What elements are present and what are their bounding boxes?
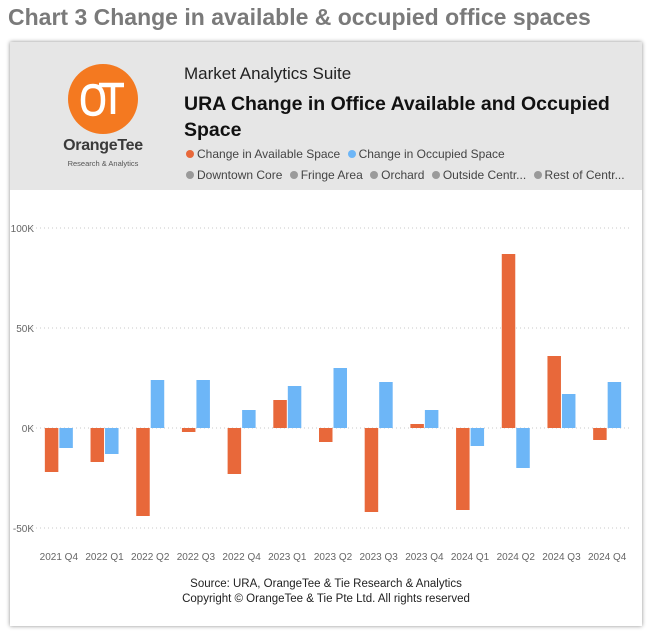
bar-occupied [379, 382, 393, 428]
bar-occupied [516, 428, 530, 468]
legend-dot-occupied-icon [347, 150, 356, 158]
bar-available [364, 428, 379, 512]
legend-dot-region-icon [370, 171, 379, 179]
legend-item-outside-central[interactable]: Outside Centr... [431, 168, 527, 182]
logo-ot-glyph-icon [80, 82, 124, 117]
legend-item-available[interactable]: Change in Available Space [186, 147, 340, 161]
x-tick-label: 2023 Q2 [314, 552, 353, 563]
bar-available [456, 428, 470, 510]
x-tick-label: 2022 Q1 [85, 552, 124, 563]
bar-occupied [59, 428, 73, 448]
bar-available [227, 428, 242, 474]
bar-available [136, 428, 150, 516]
legend-dot-region-icon [533, 171, 542, 179]
x-tick-label: 2024 Q2 [497, 552, 536, 563]
legend-measures: Change in Available Space Change in Occu… [186, 147, 509, 161]
bar-occupied [150, 380, 165, 428]
x-tick-label: 2023 Q3 [360, 552, 399, 563]
x-tick-label: 2021 Q4 [40, 552, 79, 563]
legend-regions: Downtown Core Fringe Area Orchard Outsid… [186, 168, 629, 182]
bar-available [44, 428, 59, 472]
legend-dot-region-icon [431, 171, 440, 179]
legend-item-rest-of-central[interactable]: Rest of Centr... [533, 168, 625, 182]
x-tick-label: 2024 Q1 [451, 552, 490, 563]
y-tick-label: -50K [13, 524, 34, 535]
bar-available [273, 400, 287, 428]
source-line: Source: URA, OrangeTee & Tie Research & … [190, 578, 462, 590]
bar-occupied [105, 428, 119, 454]
legend-item-orchard[interactable]: Orchard [370, 168, 424, 182]
legend-item-occupied[interactable]: Change in Occupied Space [347, 147, 505, 161]
logo-subtitle: Research & Analytics [67, 159, 139, 168]
bar-available [319, 428, 333, 442]
bar-occupied [607, 382, 622, 428]
bar-available [410, 424, 424, 428]
legend-label-region: Downtown Core [197, 168, 283, 182]
x-tick-label: 2022 Q4 [222, 552, 261, 563]
logo-circle-icon [68, 64, 138, 134]
suite-name: Market Analytics Suite [184, 64, 352, 83]
chart-title: URA Change in Office Available and Occup… [184, 93, 610, 141]
x-tick-label: 2022 Q3 [177, 552, 216, 563]
chart-header: OrangeTee Research & Analytics Market An… [10, 42, 642, 190]
x-tick-label: 2024 Q3 [542, 552, 581, 563]
legend-dot-available-icon [186, 150, 194, 158]
legend-item-fringe-area[interactable]: Fringe Area [289, 168, 363, 182]
x-tick-label: 2023 Q4 [405, 552, 444, 563]
legend-label-available: Change in Available Space [197, 147, 341, 161]
logo-name: OrangeTee [63, 137, 143, 154]
page-title: Chart 3 Change in available & occupied o… [8, 4, 591, 30]
bar-occupied [470, 428, 485, 446]
bar-occupied [287, 386, 302, 428]
legend-label-region: Fringe Area [300, 168, 363, 182]
orangetee-logo: OrangeTee Research & Analytics [50, 64, 160, 176]
legend-label-region: Rest of Centr... [544, 168, 625, 182]
legend-label-occupied: Change in Occupied Space [358, 147, 505, 161]
copyright-line: Copyright © OrangeTee & Tie Pte Ltd. All… [182, 593, 470, 605]
bar-occupied [242, 410, 256, 428]
x-tick-label: 2024 Q4 [588, 552, 627, 563]
bar-occupied [196, 380, 210, 428]
legend-dot-region-icon [289, 171, 298, 179]
y-tick-label: 100K [11, 224, 35, 235]
bar-occupied [424, 410, 439, 428]
legend-dot-region-icon [186, 171, 194, 179]
y-tick-label: 50K [16, 324, 34, 335]
bar-available [90, 428, 105, 462]
y-tick-label: 0K [22, 424, 35, 435]
chart-card: OrangeTee Research & Analytics Market An… [10, 42, 642, 626]
legend-label-region: Orchard [381, 168, 425, 182]
bar-available [593, 428, 607, 440]
bar-chart-plot: 100K 50K 0K -50K 2021 Q4 2022 Q1 2022 Q2 2022 Q… [11, 224, 630, 563]
x-tick-label: 2022 Q2 [131, 552, 170, 563]
bar-available [181, 428, 196, 432]
legend-label-region: Outside Centr... [442, 168, 527, 182]
bar-occupied [333, 368, 347, 428]
chart-source: Source: URA, OrangeTee & Tie Research & … [10, 577, 642, 607]
bar-available [501, 254, 516, 428]
bar-available [547, 356, 561, 428]
legend-item-downtown-core[interactable]: Downtown Core [186, 168, 282, 182]
bar-occupied [561, 394, 576, 428]
x-tick-label: 2023 Q1 [268, 552, 307, 563]
